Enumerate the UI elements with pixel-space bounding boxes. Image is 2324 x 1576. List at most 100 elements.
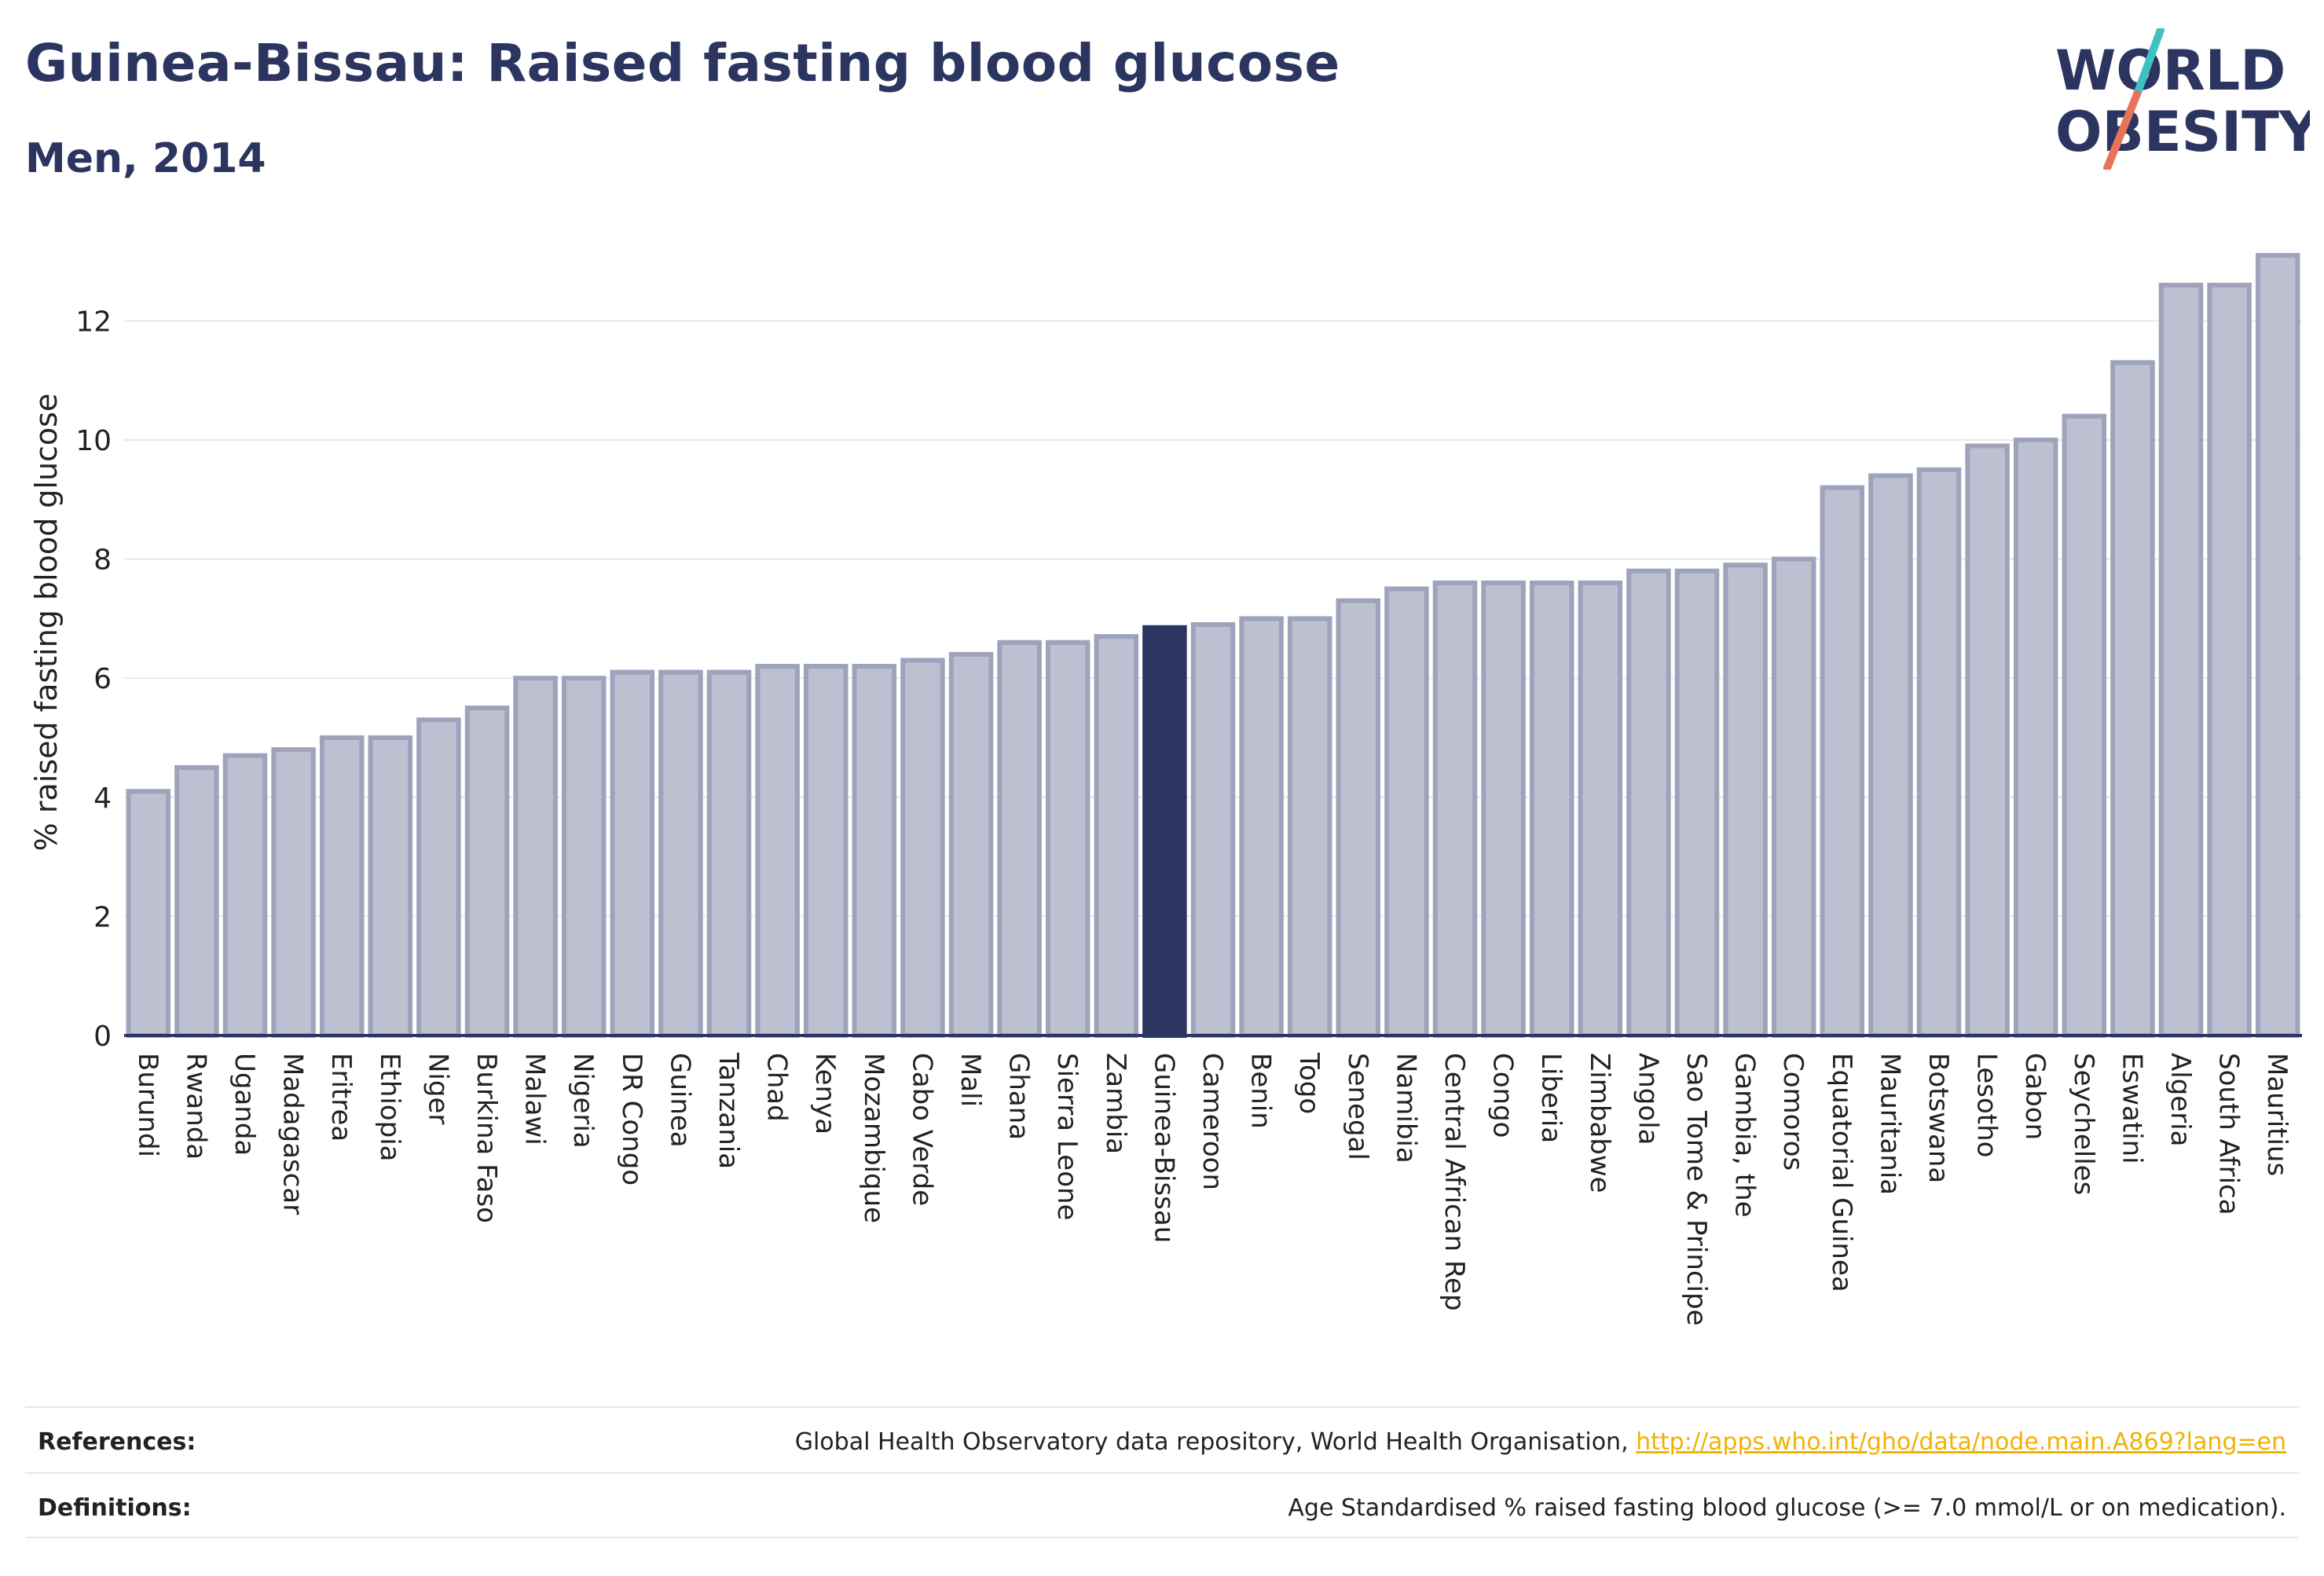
bar [319, 735, 365, 1038]
bar [2158, 282, 2204, 1038]
y-axis-label: % raised fasting blood glucose [29, 394, 64, 852]
x-tick-label: Namibia [1390, 1053, 1421, 1164]
bar [1190, 621, 1236, 1038]
x-tick-label: Angola [1632, 1053, 1663, 1145]
logo-text-world: WORLD [2055, 38, 2286, 103]
references-link[interactable]: http://apps.who.int/gho/data/node.main.A… [1636, 1428, 2286, 1456]
x-tick-label: Malawi [519, 1053, 551, 1145]
x-tick-label: Equatorial Guinea [1826, 1053, 1857, 1292]
x-tick-label: Gambia, the [1729, 1053, 1761, 1218]
x-tick-label: Botswana [1923, 1053, 1954, 1183]
bar [222, 753, 268, 1039]
bar [1045, 640, 1091, 1038]
x-tick-label: Kenya [809, 1053, 841, 1134]
definitions-label: Definitions: [38, 1494, 192, 1522]
bar [706, 669, 752, 1038]
y-tick-label: 2 [93, 901, 112, 933]
bar [1529, 580, 1574, 1038]
bar [271, 747, 316, 1038]
x-tick-label: Lesotho [1971, 1053, 2003, 1157]
references-text: Global Health Observatory data repositor… [794, 1428, 1637, 1456]
footer-divider-top [25, 1406, 2299, 1408]
references-value: Global Health Observatory data repositor… [795, 1428, 2299, 1456]
x-tick-label: Niger [422, 1053, 453, 1124]
bar [561, 676, 607, 1039]
axis-labels: 0 2 4 6 8 10 12 Burundi Rwanda Uganda Madagascar Er… [75, 306, 2293, 1325]
bar [1868, 473, 1913, 1038]
bar [852, 664, 897, 1038]
bar [948, 651, 994, 1038]
x-tick-label: DR Congo [616, 1053, 647, 1186]
y-tick-label: 8 [93, 544, 112, 577]
x-tick-label: Senegal [1342, 1053, 1373, 1160]
bar [2013, 437, 2058, 1038]
bar [1094, 634, 1139, 1038]
bar [658, 669, 703, 1038]
bar [1674, 568, 1720, 1038]
x-tick-label: Mauritania [1874, 1053, 1905, 1195]
y-tick-label: 10 [75, 425, 112, 457]
x-tick-label: Ethiopia [374, 1053, 405, 1161]
x-tick-label: Sao Tome & Principe [1681, 1053, 1712, 1326]
x-tick-label: Cabo Verde [906, 1053, 937, 1206]
bar [2207, 282, 2252, 1038]
y-tick-label: 6 [93, 663, 112, 695]
bar [1287, 616, 1332, 1038]
bar [1239, 616, 1284, 1038]
x-tick-label: Zimbabwe [1584, 1053, 1615, 1193]
bar [610, 669, 655, 1038]
bar [368, 735, 413, 1038]
x-tick-label: Togo [1293, 1052, 1325, 1114]
x-tick-label: Rwanda [180, 1053, 211, 1160]
bar [1965, 443, 2010, 1038]
bar-highlighted [1142, 625, 1187, 1038]
bar [2110, 360, 2155, 1038]
bars [126, 253, 2300, 1039]
bar [464, 706, 510, 1038]
bar [174, 764, 219, 1038]
x-tick-label: Burundi [132, 1053, 163, 1157]
definitions-row: Definitions: Age Standardised % raised f… [25, 1477, 2299, 1538]
bar [416, 717, 461, 1038]
x-tick-label: Central African Rep [1439, 1053, 1470, 1311]
bar [1336, 598, 1381, 1038]
x-tick-label: Algeria [2165, 1053, 2196, 1146]
bar [2255, 253, 2300, 1038]
bar [1481, 580, 1526, 1038]
x-tick-label: Chad [761, 1053, 793, 1122]
bar [803, 664, 849, 1038]
x-tick-label: Madagascar [277, 1053, 309, 1215]
logo-slash-coral [2103, 90, 2141, 170]
bar [1626, 568, 1671, 1038]
bar [1916, 467, 1962, 1038]
footer-divider-middle [25, 1472, 2299, 1474]
x-tick-label: Guinea [664, 1053, 695, 1148]
x-tick-label: Burkina Faso [471, 1053, 502, 1223]
x-tick-label: Sierra Leone [1051, 1053, 1083, 1220]
bar [755, 664, 800, 1038]
x-tick-label: South Africa [2213, 1053, 2245, 1215]
bar [2062, 413, 2107, 1038]
y-tick-label: 4 [93, 783, 112, 815]
bar [126, 789, 171, 1038]
y-tick-label: 0 [93, 1021, 112, 1053]
x-tick-label: Gabon [2019, 1053, 2051, 1140]
bar [513, 676, 558, 1039]
logo-text-obesity: OBESITY [2055, 100, 2310, 164]
x-tick-label: Guinea-Bissau [1148, 1053, 1179, 1243]
footer-divider-bottom [25, 1537, 2299, 1538]
bar [900, 658, 945, 1038]
x-tick-label: Mali [955, 1053, 986, 1107]
x-tick-label: Uganda [229, 1053, 260, 1156]
bar [997, 640, 1042, 1038]
bar [1723, 563, 1768, 1038]
x-tick-label: Nigeria [567, 1053, 599, 1149]
y-tick-label: 12 [75, 306, 112, 338]
x-tick-label: Benin [1245, 1053, 1277, 1129]
x-tick-label: Ghana [1003, 1053, 1035, 1140]
x-tick-label: Mozambique [858, 1053, 889, 1223]
bar [1578, 580, 1623, 1038]
bar [1432, 580, 1478, 1038]
x-tick-label: Congo [1487, 1053, 1519, 1138]
x-tick-label: Mauritius [2261, 1053, 2293, 1176]
